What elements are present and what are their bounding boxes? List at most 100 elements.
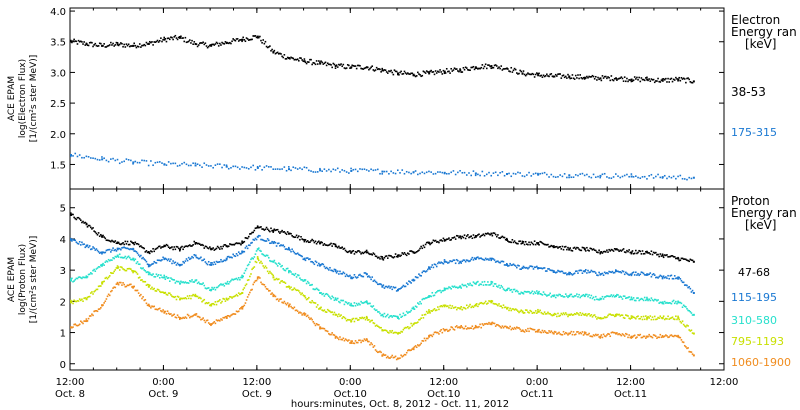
data-point [365,300,368,302]
data-point [341,299,343,302]
data-point [211,286,213,289]
data-point [309,301,311,303]
data-point [670,255,673,257]
data-point [449,286,451,289]
data-point [199,243,201,245]
data-point [494,325,497,327]
data-point [342,316,345,318]
data-point [191,294,193,297]
data-point [448,172,450,175]
data-point [506,326,508,329]
data-point [544,313,547,315]
data-point [247,279,250,281]
data-point [78,323,81,326]
data-point [277,53,280,55]
data-point [580,295,583,298]
data-point [632,271,635,274]
data-point [269,270,271,273]
data-point [281,264,283,267]
data-point [273,259,276,262]
data-point [379,283,381,285]
data-point [145,250,148,252]
data-point [482,233,485,236]
data-point [348,172,350,174]
data-point [77,243,80,245]
x-tick-label: 12:00 [242,377,271,388]
data-point [362,302,365,304]
data-point [534,310,537,312]
data-point [315,242,318,245]
series-47-68 [70,212,695,263]
data-point [192,281,194,283]
data-point [428,242,431,245]
data-point [316,304,319,306]
data-point [541,329,544,332]
data-point [541,76,544,78]
data-point [517,264,519,267]
data-point [501,69,504,71]
data-point [679,320,682,323]
data-point [303,295,306,298]
data-point [439,262,441,264]
data-point [142,296,144,298]
data-point [309,318,311,320]
data-point [82,220,84,223]
data-point [330,242,332,245]
data-point [691,353,694,355]
data-point [122,242,124,244]
data-point [530,73,533,76]
data-point [135,271,138,274]
data-point [562,330,565,333]
data-point [414,305,417,308]
y-tick-label: 3.5 [50,38,66,49]
data-point [245,299,248,301]
data-point [191,245,193,247]
data-point [617,249,619,251]
data-point [313,263,316,266]
data-point [685,326,687,328]
data-point [528,291,530,293]
data-point [468,260,470,263]
data-point [471,66,474,69]
x-tick-label: Oct.11 [521,389,554,400]
data-point [379,172,381,175]
data-point [603,335,606,337]
data-point [612,314,615,316]
data-point [407,326,409,328]
data-point [661,79,664,82]
data-point [672,335,675,338]
data-point [672,255,675,258]
data-point [546,270,548,272]
data-point [511,327,514,330]
data-point [457,287,459,289]
data-point [488,64,490,66]
data-point [183,246,186,248]
data-point [423,337,426,340]
data-point [500,65,503,67]
data-point [503,325,506,328]
data-point [293,274,296,277]
data-point [371,306,374,308]
data-point [322,310,325,312]
data-point [124,247,127,249]
data-point [632,79,635,82]
data-point [562,296,565,298]
data-point [299,277,301,279]
data-point [652,251,655,254]
data-point [168,38,171,41]
data-point [404,353,407,356]
data-point [524,309,527,311]
data-point [623,335,626,337]
data-point [524,74,527,77]
data-point [520,268,523,270]
data-point [224,41,227,43]
data-point [203,43,206,46]
data-point [668,175,670,178]
data-point [675,300,677,303]
data-point [73,280,75,282]
data-point [690,329,693,332]
legend-entry: 47-68 [738,266,770,279]
data-point [78,218,81,220]
data-point [348,64,350,67]
data-point [112,240,114,243]
